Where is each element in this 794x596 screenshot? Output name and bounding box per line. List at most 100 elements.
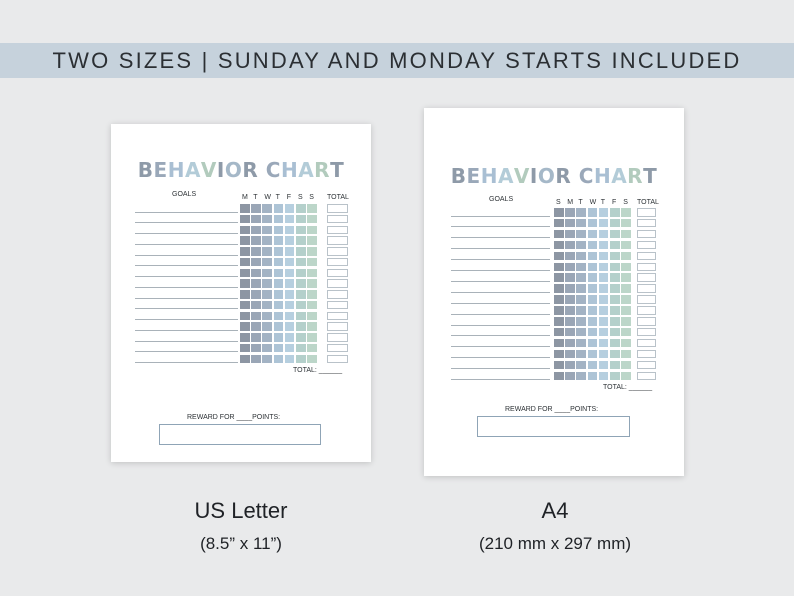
row-total-box[interactable] [637,284,656,293]
goal-line[interactable] [135,329,238,331]
check-cell[interactable] [554,349,564,359]
check-cell[interactable] [554,295,564,304]
check-cell[interactable] [587,327,598,337]
check-cell[interactable] [273,257,284,267]
check-cell[interactable] [240,290,250,299]
goal-line[interactable] [451,368,550,370]
check-cell[interactable] [565,327,575,337]
check-cell[interactable] [284,343,295,353]
check-cell[interactable] [262,300,272,310]
check-cell[interactable] [251,311,261,320]
goal-line[interactable] [135,254,238,256]
check-cell[interactable] [273,204,284,213]
row-total-box[interactable] [637,327,656,337]
check-cell[interactable] [307,225,317,234]
goal-line[interactable] [135,222,238,224]
check-cell[interactable] [296,214,306,224]
row-total-box[interactable] [327,354,348,363]
check-cell[interactable] [262,354,272,363]
check-cell[interactable] [565,349,575,359]
check-cell[interactable] [296,322,306,331]
goal-line[interactable] [451,313,550,315]
check-cell[interactable] [554,273,564,282]
check-cell[interactable] [610,284,620,293]
check-cell[interactable] [587,317,598,326]
check-cell[interactable] [296,225,306,234]
check-cell[interactable] [296,354,306,363]
check-cell[interactable] [273,354,284,363]
check-cell[interactable] [598,240,609,250]
check-cell[interactable] [240,225,250,234]
check-cell[interactable] [262,204,272,213]
check-cell[interactable] [307,236,317,245]
goal-line[interactable] [135,319,238,320]
check-cell[interactable] [621,360,631,370]
check-cell[interactable] [565,360,575,370]
row-total-box[interactable] [637,295,656,304]
check-cell[interactable] [565,208,575,217]
check-cell[interactable] [307,204,317,213]
check-cell[interactable] [576,295,586,304]
check-cell[interactable] [273,214,284,224]
row-total-box[interactable] [327,333,348,342]
check-cell[interactable] [576,349,586,359]
goal-line[interactable] [135,286,238,288]
check-cell[interactable] [554,240,564,250]
goal-line[interactable] [135,276,238,277]
check-cell[interactable] [610,218,620,228]
check-cell[interactable] [251,333,261,342]
check-cell[interactable] [307,311,317,320]
goal-line[interactable] [451,270,550,271]
check-cell[interactable] [598,262,609,271]
check-cell[interactable] [307,257,317,267]
check-cell[interactable] [621,371,631,380]
check-cell[interactable] [307,300,317,310]
check-cell[interactable] [240,311,250,320]
check-cell[interactable] [284,333,295,342]
check-cell[interactable] [598,218,609,228]
row-total-box[interactable] [637,306,656,315]
goal-line[interactable] [451,280,550,282]
goal-line[interactable] [135,340,238,342]
check-cell[interactable] [307,214,317,224]
check-cell[interactable] [621,218,631,228]
check-cell[interactable] [598,295,609,304]
check-cell[interactable] [262,333,272,342]
row-total-box[interactable] [327,236,348,245]
check-cell[interactable] [251,225,261,234]
check-cell[interactable] [240,204,250,213]
row-total-box[interactable] [637,262,656,271]
check-cell[interactable] [296,268,306,277]
row-total-box[interactable] [637,240,656,250]
check-cell[interactable] [621,240,631,250]
check-cell[interactable] [598,338,609,348]
check-cell[interactable] [587,273,598,282]
check-cell[interactable] [621,306,631,315]
check-cell[interactable] [251,247,261,256]
check-cell[interactable] [284,225,295,234]
check-cell[interactable] [262,225,272,234]
check-cell[interactable] [284,311,295,320]
check-cell[interactable] [284,236,295,245]
check-cell[interactable] [621,208,631,217]
check-cell[interactable] [576,284,586,293]
check-cell[interactable] [565,273,575,282]
check-cell[interactable] [262,290,272,299]
check-cell[interactable] [296,300,306,310]
check-cell[interactable] [262,279,272,288]
check-cell[interactable] [576,218,586,228]
check-cell[interactable] [262,322,272,331]
check-cell[interactable] [576,251,586,261]
check-cell[interactable] [598,284,609,293]
row-total-box[interactable] [327,311,348,320]
check-cell[interactable] [284,268,295,277]
goal-line[interactable] [135,265,238,267]
check-cell[interactable] [587,338,598,348]
check-cell[interactable] [565,306,575,315]
check-cell[interactable] [262,236,272,245]
check-cell[interactable] [251,322,261,331]
check-cell[interactable] [587,295,598,304]
check-cell[interactable] [240,343,250,353]
check-cell[interactable] [554,251,564,261]
check-cell[interactable] [273,300,284,310]
